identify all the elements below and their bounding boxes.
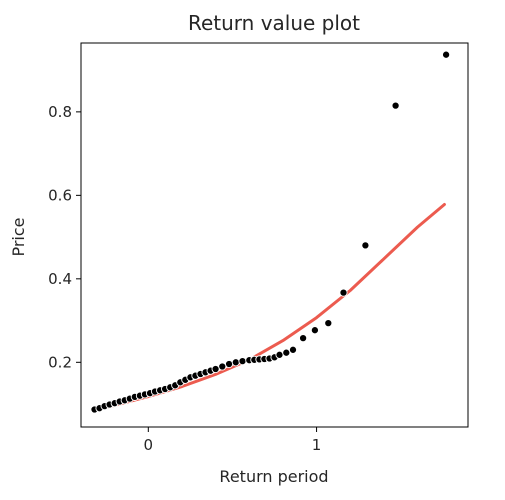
axes: 0 1 0.2 0.4 0.6 0.8 xyxy=(48,103,321,454)
y-tick-label: 0.6 xyxy=(48,186,72,204)
x-tick-label: 0 xyxy=(144,436,154,454)
x-tick-label: 1 xyxy=(312,436,322,454)
data-point xyxy=(225,359,234,369)
data-point xyxy=(218,362,227,371)
data-point xyxy=(275,350,284,359)
y-tick-label: 0.8 xyxy=(48,103,72,121)
data-point xyxy=(391,101,400,110)
series-layer xyxy=(90,50,451,414)
data-point xyxy=(339,288,348,297)
data-point xyxy=(238,357,247,366)
data-point xyxy=(324,319,333,328)
data-point xyxy=(231,358,240,367)
chart-title: Return value plot xyxy=(188,11,360,35)
data-point xyxy=(282,348,291,357)
fit-curve xyxy=(91,203,446,412)
plot-frame xyxy=(80,42,469,428)
data-point xyxy=(288,345,298,354)
y-axis-label: Price xyxy=(9,217,28,256)
data-point xyxy=(361,241,370,250)
y-tick-label: 0.4 xyxy=(48,270,72,288)
data-point xyxy=(299,334,308,343)
data-point xyxy=(211,364,220,374)
x-axis-label: Return period xyxy=(219,467,328,486)
data-point xyxy=(310,326,319,335)
y-tick-label: 0.2 xyxy=(48,353,72,371)
data-point xyxy=(442,50,451,59)
